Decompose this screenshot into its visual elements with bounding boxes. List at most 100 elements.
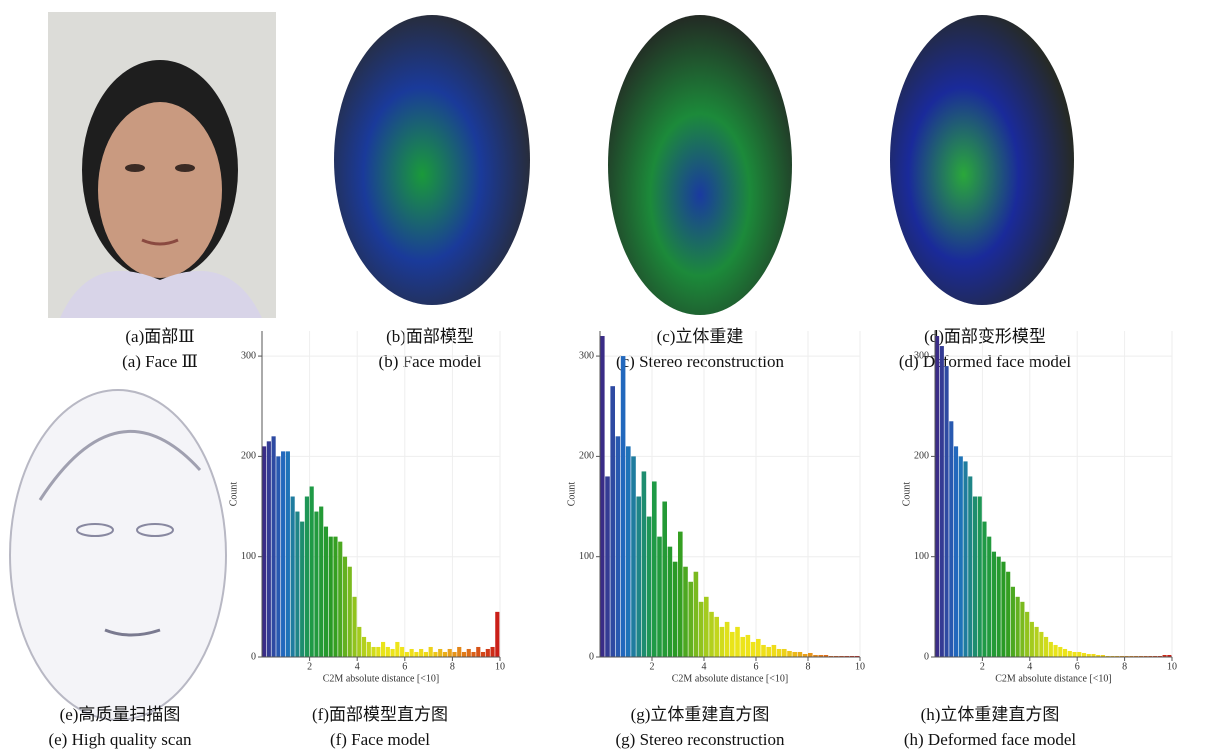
- bar: [1077, 652, 1081, 657]
- bar: [405, 652, 409, 657]
- x-tick-label: 4: [702, 661, 707, 672]
- bar: [291, 497, 295, 657]
- bar: [709, 612, 714, 657]
- bar: [490, 647, 494, 657]
- bar: [694, 572, 699, 657]
- bar: [329, 537, 333, 657]
- bar: [668, 547, 673, 657]
- caption-zh: (h)立体重建直方图: [921, 705, 1060, 724]
- bar: [352, 597, 356, 657]
- figure: (a)面部Ⅲ(a) Face Ⅲ(b)面部模型(b) Face model(c)…: [0, 0, 1210, 756]
- caption-en: (c) Stereo reconstruction: [616, 352, 785, 371]
- mesh-face: [334, 15, 530, 305]
- bar: [486, 649, 490, 657]
- bar: [333, 537, 337, 657]
- bar: [471, 652, 475, 657]
- bar: [367, 642, 371, 657]
- y-axis-label: Count: [228, 482, 239, 507]
- bar: [605, 476, 610, 657]
- y-tick-label: 200: [579, 451, 594, 462]
- x-tick-label: 8: [450, 661, 455, 672]
- caption-en: (g) Stereo reconstruction: [616, 730, 785, 749]
- bar: [740, 637, 745, 657]
- bar: [725, 622, 730, 657]
- bar: [429, 647, 433, 657]
- y-tick-label: 200: [241, 451, 256, 462]
- bar: [467, 649, 471, 657]
- bar: [642, 471, 647, 657]
- caption-zh: (f)面部模型直方图: [312, 705, 448, 724]
- bar: [410, 649, 414, 657]
- bar: [1082, 653, 1086, 657]
- bar: [400, 647, 404, 657]
- bar: [987, 537, 991, 657]
- y-tick-label: 100: [579, 551, 594, 562]
- bar: [433, 652, 437, 657]
- bar: [1068, 651, 1072, 657]
- bar: [438, 649, 442, 657]
- bar: [1011, 587, 1015, 657]
- bar: [772, 645, 777, 657]
- bar: [1035, 627, 1039, 657]
- bar: [730, 632, 735, 657]
- bar: [735, 627, 740, 657]
- bar: [310, 486, 314, 657]
- bar: [1001, 562, 1005, 657]
- bar: [944, 366, 948, 657]
- bar: [673, 562, 678, 657]
- bar: [959, 456, 963, 657]
- x-axis-label: C2M absolute distance [<10]: [672, 673, 788, 684]
- bar: [452, 652, 456, 657]
- bar: [462, 652, 466, 657]
- caption-zh: (e)高质量扫描图: [60, 705, 181, 724]
- x-tick-label: 2: [307, 661, 312, 672]
- y-tick-label: 300: [241, 350, 256, 361]
- bar: [978, 497, 982, 657]
- bar: [992, 552, 996, 657]
- x-tick-label: 2: [650, 661, 655, 672]
- bar: [424, 652, 428, 657]
- x-tick-label: 8: [806, 661, 811, 672]
- bar: [798, 652, 803, 657]
- bar: [720, 627, 725, 657]
- x-tick-label: 6: [402, 661, 407, 672]
- caption-zh: (b)面部模型: [386, 327, 474, 346]
- x-tick-label: 10: [495, 661, 505, 672]
- bar: [935, 336, 939, 657]
- bar: [973, 497, 977, 657]
- x-tick-label: 10: [1167, 661, 1177, 672]
- x-axis-label: C2M absolute distance [<10]: [995, 673, 1111, 684]
- x-tick-label: 6: [754, 661, 759, 672]
- bar: [1030, 622, 1034, 657]
- bar: [616, 436, 621, 657]
- bar: [647, 517, 652, 657]
- bar: [414, 652, 418, 657]
- bar: [756, 639, 761, 657]
- bar: [678, 532, 683, 657]
- y-tick-label: 200: [914, 451, 929, 462]
- y-tick-label: 0: [924, 651, 929, 662]
- bar: [782, 649, 787, 657]
- bar: [343, 557, 347, 657]
- bar: [314, 512, 318, 657]
- bar: [792, 652, 797, 657]
- caption-en: (a) Face Ⅲ: [122, 352, 198, 371]
- bar: [281, 451, 285, 657]
- bar: [963, 461, 967, 657]
- bar: [324, 527, 328, 657]
- bar: [381, 642, 385, 657]
- bar: [443, 652, 447, 657]
- bar: [362, 637, 366, 657]
- y-tick-label: 100: [914, 551, 929, 562]
- bar: [391, 649, 395, 657]
- bar: [272, 436, 276, 657]
- bar: [997, 557, 1001, 657]
- bar: [1025, 612, 1029, 657]
- bar: [636, 497, 641, 657]
- bar: [777, 649, 782, 657]
- bar: [1063, 649, 1067, 657]
- bar: [714, 617, 719, 657]
- bar: [1044, 637, 1048, 657]
- caption-en: (b) Face model: [379, 352, 482, 371]
- bar: [1039, 632, 1043, 657]
